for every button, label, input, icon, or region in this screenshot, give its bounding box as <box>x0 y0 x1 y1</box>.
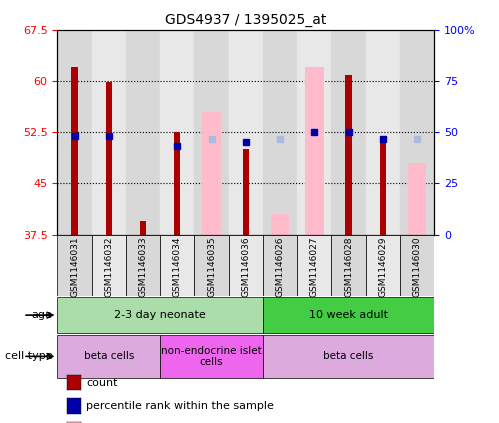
Bar <box>106 82 112 235</box>
Bar <box>331 30 366 235</box>
Bar <box>57 235 92 296</box>
Bar <box>195 235 229 296</box>
Text: count: count <box>86 378 118 388</box>
Bar <box>202 112 221 235</box>
Text: 2-3 day neonate: 2-3 day neonate <box>114 310 206 320</box>
Bar <box>400 235 434 296</box>
Text: 10 week adult: 10 week adult <box>309 310 388 320</box>
Text: GSM1146026: GSM1146026 <box>275 236 284 297</box>
Bar <box>263 235 297 296</box>
Text: GSM1146027: GSM1146027 <box>310 236 319 297</box>
Text: percentile rank within the sample: percentile rank within the sample <box>86 401 274 411</box>
Title: GDS4937 / 1395025_at: GDS4937 / 1395025_at <box>165 13 326 27</box>
Bar <box>366 235 400 296</box>
Bar <box>380 143 386 235</box>
Text: GSM1146028: GSM1146028 <box>344 236 353 297</box>
Text: GSM1146036: GSM1146036 <box>241 236 250 297</box>
Bar <box>243 149 249 235</box>
Bar <box>345 75 352 235</box>
Bar <box>263 335 434 378</box>
Text: non-endocrine islet
cells: non-endocrine islet cells <box>161 346 262 367</box>
Bar <box>297 30 331 235</box>
Bar <box>229 30 263 235</box>
Bar <box>331 235 366 296</box>
Bar <box>57 30 92 235</box>
Bar <box>57 335 160 378</box>
Text: GSM1146032: GSM1146032 <box>104 236 113 297</box>
Bar <box>195 30 229 235</box>
Bar <box>408 163 427 235</box>
Text: GSM1146033: GSM1146033 <box>139 236 148 297</box>
Bar <box>92 235 126 296</box>
Bar <box>263 30 297 235</box>
Text: GSM1146030: GSM1146030 <box>413 236 422 297</box>
Bar <box>400 30 434 235</box>
Text: GSM1146034: GSM1146034 <box>173 236 182 297</box>
Text: GSM1146029: GSM1146029 <box>378 236 387 297</box>
Bar <box>174 132 180 235</box>
Bar <box>140 221 146 235</box>
Bar <box>305 67 324 235</box>
Text: cell type: cell type <box>5 352 52 361</box>
Text: GSM1146035: GSM1146035 <box>207 236 216 297</box>
Text: beta cells: beta cells <box>323 352 374 361</box>
Bar <box>160 30 195 235</box>
Bar <box>160 335 263 378</box>
Text: age: age <box>31 310 52 320</box>
Bar <box>297 235 331 296</box>
Bar <box>160 235 195 296</box>
Bar <box>263 297 434 333</box>
Bar <box>71 67 77 235</box>
Text: GSM1146031: GSM1146031 <box>70 236 79 297</box>
Bar <box>126 235 160 296</box>
Bar <box>126 30 160 235</box>
Bar <box>366 30 400 235</box>
Text: beta cells: beta cells <box>83 352 134 361</box>
Bar <box>57 297 263 333</box>
Bar <box>92 30 126 235</box>
Bar <box>270 214 289 235</box>
Bar <box>229 235 263 296</box>
